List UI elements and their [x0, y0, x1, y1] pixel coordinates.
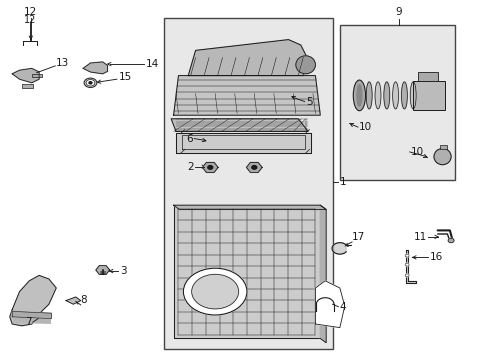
Bar	[22, 84, 33, 88]
Polygon shape	[66, 297, 81, 304]
Polygon shape	[405, 250, 415, 283]
Text: 12: 12	[24, 7, 38, 17]
Polygon shape	[202, 162, 218, 172]
Polygon shape	[96, 266, 109, 274]
Ellipse shape	[366, 82, 371, 109]
Text: 6: 6	[186, 134, 193, 144]
Circle shape	[87, 81, 93, 85]
Polygon shape	[315, 281, 344, 328]
Polygon shape	[173, 76, 320, 115]
Text: 8: 8	[81, 295, 87, 305]
Polygon shape	[83, 62, 107, 74]
Circle shape	[404, 274, 408, 277]
Text: 4: 4	[339, 302, 346, 312]
Text: 9: 9	[394, 7, 401, 17]
Circle shape	[84, 78, 97, 87]
Polygon shape	[246, 162, 262, 172]
Circle shape	[251, 166, 256, 169]
Polygon shape	[173, 205, 320, 338]
Text: 15: 15	[118, 72, 131, 82]
Text: 11: 11	[413, 232, 426, 242]
Ellipse shape	[433, 149, 450, 165]
Text: 3: 3	[120, 266, 126, 276]
Circle shape	[404, 263, 408, 266]
Ellipse shape	[374, 82, 380, 109]
Bar	[32, 74, 41, 77]
Circle shape	[191, 274, 238, 309]
Ellipse shape	[401, 82, 407, 109]
Polygon shape	[320, 205, 325, 343]
Text: 12: 12	[24, 15, 37, 25]
Polygon shape	[188, 40, 307, 76]
Text: 17: 17	[351, 232, 365, 242]
Polygon shape	[173, 205, 325, 210]
Text: 10: 10	[358, 122, 371, 132]
Bar	[417, 72, 437, 81]
Bar	[439, 145, 447, 149]
Circle shape	[447, 238, 453, 243]
Bar	[412, 81, 444, 110]
Polygon shape	[14, 318, 50, 323]
Ellipse shape	[356, 85, 361, 106]
Bar	[339, 25, 454, 180]
Text: 1: 1	[339, 177, 346, 187]
Polygon shape	[171, 119, 307, 131]
Text: 10: 10	[410, 147, 423, 157]
Circle shape	[183, 268, 246, 315]
Ellipse shape	[383, 82, 389, 109]
Polygon shape	[12, 311, 51, 319]
Circle shape	[404, 254, 408, 257]
Polygon shape	[331, 243, 346, 254]
Text: 13: 13	[56, 58, 69, 68]
Circle shape	[89, 82, 92, 84]
Bar	[163, 18, 332, 349]
Ellipse shape	[295, 56, 315, 74]
Text: 2: 2	[186, 162, 193, 172]
Text: 5: 5	[305, 96, 312, 107]
Polygon shape	[10, 275, 56, 326]
Polygon shape	[12, 68, 39, 83]
Text: 14: 14	[145, 59, 159, 69]
Ellipse shape	[409, 82, 415, 109]
Ellipse shape	[392, 82, 398, 109]
Circle shape	[207, 166, 212, 169]
Text: 16: 16	[428, 252, 442, 262]
Ellipse shape	[352, 80, 365, 111]
Text: 7: 7	[25, 317, 32, 327]
Polygon shape	[176, 133, 310, 153]
